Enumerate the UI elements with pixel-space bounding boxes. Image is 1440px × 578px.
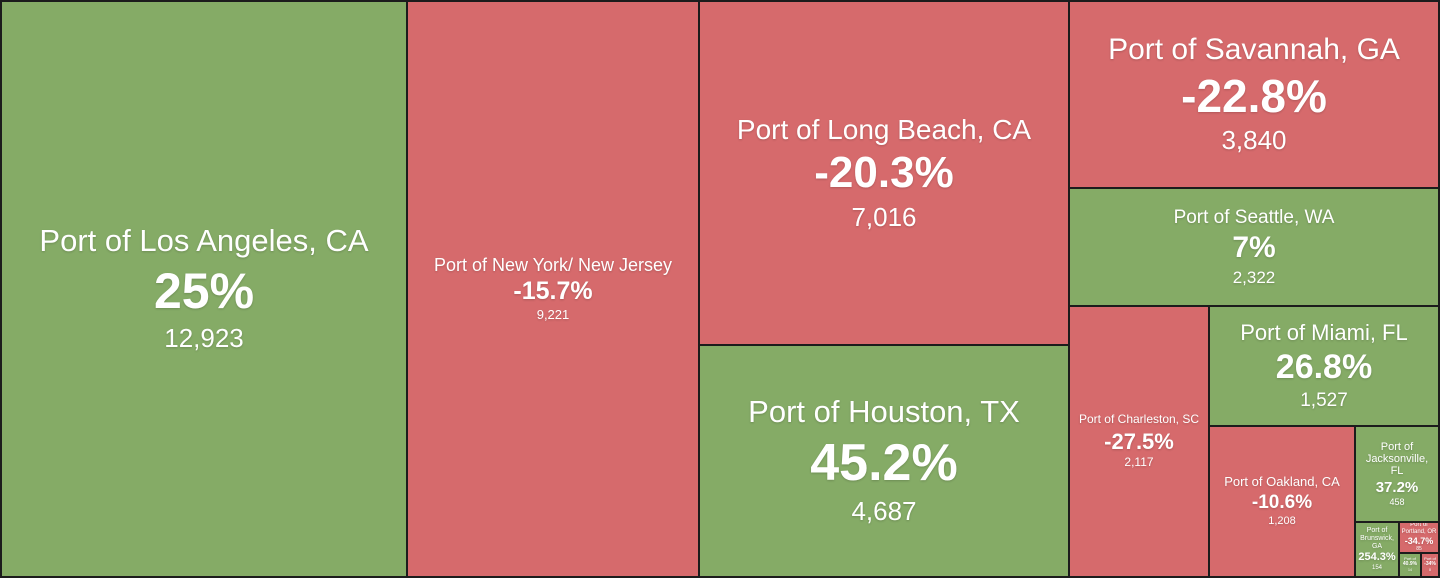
cell-label: Port of Houston, TX — [748, 393, 1020, 429]
cell-percent: 26.8% — [1275, 347, 1373, 386]
cell-label: Port of Charleston, SC — [1078, 412, 1200, 427]
cell-percent: 37.2% — [1375, 478, 1419, 496]
cell-label: Port of Los Angeles, CA — [39, 222, 369, 258]
treemap-cell-seattle[interactable]: Port of Seattle, WA 7% 2,322 — [1070, 189, 1438, 305]
treemap-cell-tiny-2[interactable]: Port of -34% 8 — [1422, 554, 1438, 576]
treemap-cell-jacksonville[interactable]: Port of Jacksonville, FL 37.2% 458 — [1356, 427, 1438, 521]
cell-percent: 25% — [153, 262, 255, 319]
cell-label: Port of Long Beach, CA — [736, 113, 1032, 145]
cell-value: 12,923 — [164, 323, 244, 354]
cell-value: 2,322 — [1232, 267, 1276, 287]
cell-label: Port of Savannah, GA — [1108, 32, 1400, 66]
cell-value: 1,527 — [1300, 389, 1348, 411]
treemap-cell-charleston[interactable]: Port of Charleston, SC -27.5% 2,117 — [1070, 307, 1208, 576]
cell-percent: 7% — [1232, 230, 1276, 264]
treemap-cell-houston[interactable]: Port of Houston, TX 45.2% 4,687 — [700, 346, 1068, 576]
cell-value: 7,016 — [851, 201, 917, 232]
cell-percent: 45.2% — [810, 433, 958, 492]
treemap-cell-portland[interactable]: Port of Portland, OR -34.7% 85 — [1400, 523, 1438, 552]
cell-label: Port of — [1424, 556, 1436, 562]
cell-value: 9,221 — [536, 306, 570, 322]
cell-label: Port of — [1404, 556, 1416, 562]
cell-percent: -20.3% — [814, 148, 954, 198]
cell-value: 154 — [1371, 564, 1382, 571]
cell-value: 1,208 — [1268, 514, 1296, 527]
cell-label: Port of Seattle, WA — [1173, 206, 1335, 228]
treemap-cell-oakland[interactable]: Port of Oakland, CA -10.6% 1,208 — [1210, 427, 1354, 576]
cell-percent: -27.5% — [1104, 428, 1174, 454]
treemap-cell-new-york-new-jersey[interactable]: Port of New York/ New Jersey -15.7% 9,22… — [408, 2, 698, 576]
treemap-cell-savannah[interactable]: Port of Savannah, GA -22.8% 3,840 — [1070, 2, 1438, 187]
treemap-cell-miami[interactable]: Port of Miami, FL 26.8% 1,527 — [1210, 307, 1438, 425]
treemap-cell-long-beach[interactable]: Port of Long Beach, CA -20.3% 7,016 — [700, 2, 1068, 344]
treemap-cell-los-angeles[interactable]: Port of Los Angeles, CA 25% 12,923 — [2, 2, 406, 576]
cell-percent: 40.9% — [1402, 561, 1418, 568]
cell-label: Port of Brunswick, GA — [1360, 527, 1394, 550]
cell-label: Port of New York/ New Jersey — [433, 255, 673, 276]
cell-label: Port of Portland, OR — [1401, 523, 1437, 535]
cell-value: 3,840 — [1221, 125, 1287, 156]
cell-label: Port of Miami, FL — [1240, 319, 1408, 345]
treemap-cell-tiny-1[interactable]: Port of 40.9% 14 — [1400, 554, 1420, 576]
cell-percent: -10.6% — [1251, 491, 1313, 513]
cell-percent: -22.8% — [1181, 69, 1327, 122]
cell-value: 458 — [1389, 497, 1405, 508]
treemap-cell-brunswick[interactable]: Port of Brunswick, GA 254.3% 154 — [1356, 523, 1398, 576]
cell-percent: -15.7% — [513, 277, 593, 306]
cell-percent: 254.3% — [1358, 551, 1396, 564]
cell-value: 2,117 — [1124, 454, 1154, 469]
cell-label: Port of Oakland, CA — [1224, 474, 1340, 490]
cell-value: 14 — [1408, 568, 1412, 573]
cell-value: 8 — [1429, 568, 1431, 573]
cell-value: 85 — [1416, 546, 1422, 552]
cell-label: Port of Jacksonville, FL — [1365, 440, 1429, 478]
cell-value: 4,687 — [851, 496, 917, 527]
cell-percent: -34% — [1424, 561, 1436, 568]
cell-percent: -34.7% — [1404, 536, 1434, 547]
